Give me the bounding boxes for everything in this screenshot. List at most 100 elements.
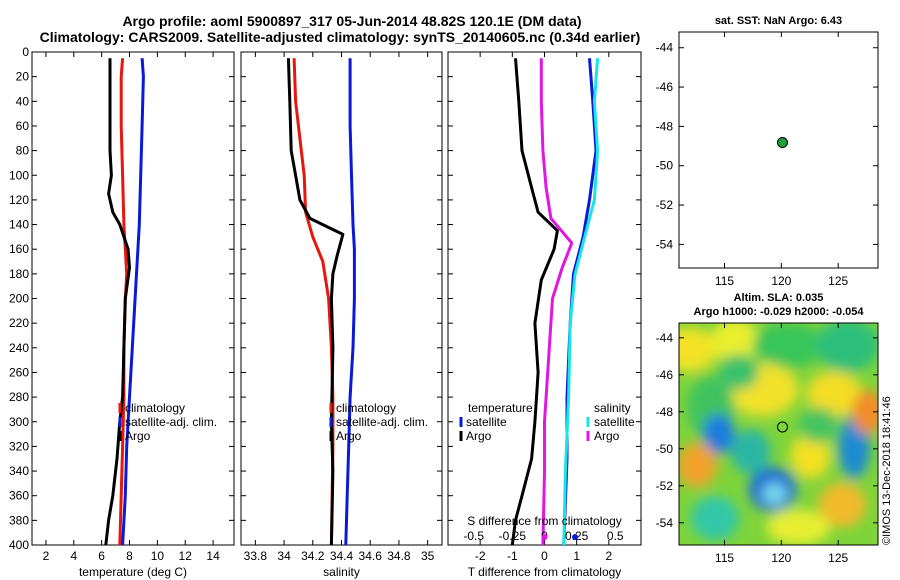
- secondary-marker: [541, 534, 548, 540]
- sla-map-panel: 115 120 125 -44 -46 -48 -50 -52 -54 Altim. SLA: 0…: [656, 292, 879, 565]
- legend-label: salinity: [594, 401, 631, 415]
- y-tick-label: 340: [9, 464, 29, 478]
- y-tick-label: -54: [656, 516, 674, 530]
- plot-frame: [678, 322, 879, 546]
- x-tick-label: 2: [605, 549, 612, 563]
- heatmap-blob: [818, 482, 867, 528]
- plot-frame: [240, 51, 443, 546]
- y-tick-label: -50: [656, 442, 674, 456]
- heatmap-blob: [690, 496, 739, 541]
- plot-frame: [31, 51, 235, 546]
- x-tick-label: 115: [715, 551, 734, 565]
- y-tick-label: 40: [16, 94, 30, 108]
- legend-label: satellite-adj. clim.: [336, 415, 428, 429]
- y-tick-label: -48: [656, 119, 674, 133]
- heatmap-blob: [679, 442, 717, 488]
- y-tick-label: 60: [16, 119, 30, 133]
- y-tick-label: 200: [9, 292, 29, 306]
- heatmap-blob: [806, 371, 863, 417]
- series-line-satellite-adj-clim-: [344, 58, 356, 546]
- x-tick-label: 125: [828, 551, 848, 565]
- legend-label: climatology: [125, 401, 185, 415]
- x-tick-label: 115: [715, 274, 734, 288]
- secondary-tick-label: -0.25: [499, 529, 527, 543]
- map-title: sat. SST: NaN Argo: 6.43: [715, 15, 842, 27]
- x-tick-label: 14: [206, 549, 220, 563]
- temperature-panel: 2 4 6 8 10 12 14020406080100120140160180200220…: [9, 45, 235, 579]
- legend-label: satellite: [594, 415, 635, 429]
- y-tick-label: 320: [9, 439, 29, 453]
- x-tick-label: 10: [151, 549, 165, 563]
- x-tick-label: -1: [507, 549, 518, 563]
- salinity-panel: 33.8 34 34.2 34.4 34.6 34.8 35 salinity climatol…: [240, 51, 443, 579]
- y-tick-label: 400: [9, 538, 29, 552]
- x-tick-label: 34.2: [301, 549, 325, 563]
- argo-position-marker: [776, 421, 788, 433]
- x-tick-label: -2: [475, 549, 486, 563]
- heatmap-blobs: [679, 323, 878, 545]
- secondary-marker: [572, 534, 579, 540]
- x-axis-label: temperature (deg C): [79, 565, 187, 579]
- x-tick-label: 34.4: [330, 549, 354, 563]
- series-line-climatology: [118, 58, 129, 546]
- difference-panel: -2 -1 0 1 2 T difference from climatology temp…: [447, 51, 642, 579]
- y-tick-label: -46: [656, 368, 674, 382]
- x-tick-label: 34: [277, 549, 291, 563]
- figure-title-line2: Climatology: CARS2009. Satellite-adjuste…: [40, 29, 641, 45]
- heatmap-blob: [816, 323, 878, 372]
- legend-label: Argo: [125, 429, 151, 443]
- x-tick-label: 4: [70, 549, 77, 563]
- y-tick-label: 20: [16, 70, 30, 84]
- y-tick-label: -44: [656, 331, 674, 345]
- series-line-t-argo: [510, 58, 559, 546]
- legend-label: Argo: [466, 429, 492, 443]
- x-axis-label: salinity: [323, 565, 360, 579]
- x-tick-label: 0: [541, 549, 548, 563]
- y-tick-label: 140: [9, 218, 29, 232]
- secondary-tick-label: -0.5: [463, 529, 484, 543]
- x-tick-label: 12: [179, 549, 193, 563]
- heatmap-blob: [702, 414, 735, 454]
- heatmap-blob: [730, 429, 771, 474]
- y-tick-label: 160: [9, 242, 29, 256]
- y-tick-label: -52: [656, 479, 674, 493]
- y-tick-label: 380: [9, 513, 29, 527]
- figure-title-line1: Argo profile: aoml 5900897_317 05-Jun-20…: [122, 13, 581, 29]
- x-tick-label: 120: [771, 274, 791, 288]
- y-tick-label: 300: [9, 415, 29, 429]
- x-tick-label: 120: [771, 551, 791, 565]
- y-tick-label: -50: [656, 159, 674, 173]
- x-tick-label: 125: [828, 274, 848, 288]
- heatmap-blob: [710, 323, 759, 363]
- y-tick-label: -48: [656, 405, 674, 419]
- y-tick-label: -54: [656, 237, 674, 251]
- heatmap-blob: [790, 434, 831, 479]
- legend-label: Argo: [594, 429, 620, 443]
- heatmap-blob: [679, 327, 717, 372]
- y-tick-label: 240: [9, 341, 29, 355]
- x-tick-label: 34.8: [387, 549, 411, 563]
- x-tick-label: 35: [421, 549, 435, 563]
- series-line-argo: [104, 58, 131, 546]
- y-tick-label: -52: [656, 198, 674, 212]
- heatmap-blob: [798, 407, 839, 443]
- y-tick-label: 100: [9, 168, 29, 182]
- secondary-axis-label: S difference from climatology: [467, 514, 622, 528]
- map-title: Altim. SLA: 0.035: [734, 292, 824, 304]
- sla-heatmap: [679, 323, 878, 545]
- heatmap-blob: [852, 389, 878, 434]
- argo-position-marker: [776, 137, 788, 149]
- watermark: ©IMOS 13-Dec-2018 18:41:46: [881, 396, 893, 545]
- legend-label: temperature: [468, 401, 533, 415]
- plot-frame: [678, 31, 879, 269]
- legend-label: satellite: [466, 415, 507, 429]
- legend-label: Argo: [336, 429, 362, 443]
- heatmap-blob: [718, 354, 759, 390]
- map-subtitle: Argo h1000: -0.029 h2000: -0.054: [694, 306, 865, 318]
- x-tick-label: 33.8: [244, 549, 268, 563]
- series-line-satellite-adj-clim-: [121, 58, 145, 546]
- heatmap-blob: [752, 323, 825, 368]
- y-tick-label: 120: [9, 193, 29, 207]
- x-tick-label: 34.6: [359, 549, 383, 563]
